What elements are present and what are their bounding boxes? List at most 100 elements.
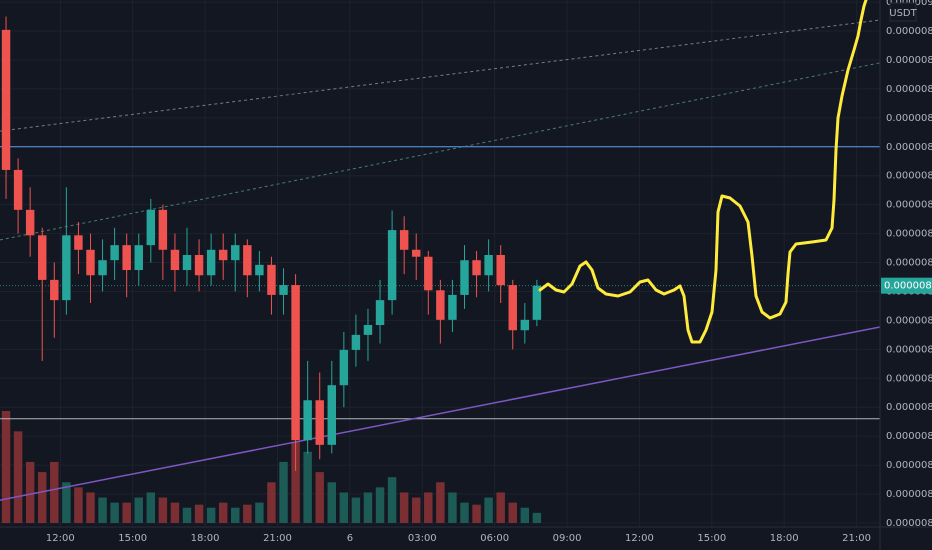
- volume-bar: [146, 492, 156, 523]
- candle-body: [279, 285, 288, 295]
- volume-bar: [231, 507, 240, 523]
- volume-bar: [134, 497, 143, 523]
- candle-body: [472, 260, 481, 276]
- volume-bar: [243, 504, 252, 523]
- candle-body: [74, 235, 83, 250]
- volume-bar: [86, 492, 95, 523]
- volume-bar: [375, 487, 385, 523]
- x-tick-label: 15:00: [697, 533, 726, 544]
- candle-body: [351, 334, 361, 350]
- candle-body: [496, 254, 505, 286]
- candle-body: [170, 249, 180, 271]
- x-tick-label: 21:00: [263, 533, 292, 544]
- y-tick-label: 0.00000825: [886, 431, 932, 442]
- candle-body: [508, 285, 517, 331]
- candle-body: [315, 400, 324, 445]
- volume-bar: [98, 497, 107, 523]
- candle-body: [194, 254, 204, 276]
- candle-body: [1, 29, 11, 170]
- y-tick-label: 0.00000830: [886, 402, 932, 413]
- candle-body: [255, 264, 264, 276]
- y-tick-label: 0.00000890: [886, 55, 932, 66]
- volume-bar: [412, 497, 421, 523]
- candle-body: [436, 290, 445, 320]
- candle-body: [484, 254, 493, 276]
- volume-bar: [182, 507, 192, 523]
- volume-bar: [38, 472, 47, 523]
- volume-bar: [267, 482, 276, 523]
- candle-body: [158, 209, 168, 250]
- volume-bar: [218, 502, 228, 523]
- drawings: [0, 19, 881, 501]
- volume-bar: [206, 507, 216, 523]
- volume-bar: [122, 502, 131, 523]
- last-price-box: [881, 277, 932, 294]
- x-tick-label: 18:00: [191, 533, 220, 544]
- volume-bar: [13, 431, 23, 523]
- volume-bar: [74, 487, 83, 523]
- x-tick-label: 06:00: [480, 533, 509, 544]
- volume-bar: [315, 472, 324, 523]
- candle-body: [243, 245, 252, 276]
- x-tick-label: 03:00: [408, 533, 437, 544]
- volume-bar: [279, 461, 288, 523]
- candles: [1, 16, 542, 471]
- grid: [0, 0, 880, 527]
- y-tick-label: 0.00000810: [886, 518, 932, 529]
- volume-bar: [170, 502, 180, 523]
- volume-bar: [255, 502, 264, 523]
- currency-box: [889, 2, 917, 22]
- volume: [1, 411, 542, 523]
- volume-bar: [291, 441, 300, 523]
- candle-body: [363, 325, 373, 335]
- candle-body: [25, 209, 35, 236]
- x-tick-label: 18:00: [770, 533, 799, 544]
- volume-bar: [339, 492, 349, 523]
- volume-bar: [520, 507, 530, 523]
- volume-bar: [424, 492, 433, 523]
- y-tick-label: 0.00000855: [886, 258, 932, 269]
- candle-body: [218, 249, 228, 261]
- candle-body: [98, 260, 107, 276]
- y-tick-label: 0.00000835: [886, 373, 932, 384]
- candle-body: [267, 264, 276, 295]
- volume-bar: [460, 502, 469, 523]
- x-tick-label: 09:00: [553, 533, 582, 544]
- volume-bar: [25, 461, 35, 523]
- candle-body: [520, 319, 530, 331]
- candle-body: [206, 249, 216, 276]
- candle-body: [38, 235, 47, 280]
- y-tick-label: 0.00000875: [886, 142, 932, 153]
- volume-bar: [158, 497, 168, 523]
- volume-bar: [532, 512, 542, 523]
- candle-body: [13, 169, 23, 210]
- volume-bar: [351, 497, 361, 523]
- volume-bar: [484, 497, 493, 523]
- candle-body: [460, 260, 469, 295]
- candle-body: [122, 245, 131, 271]
- candle-body: [291, 285, 300, 441]
- y-tick-label: 0.00000820: [886, 460, 932, 471]
- x-tick-label: 12:00: [46, 533, 75, 544]
- volume-bar: [1, 411, 11, 523]
- y-tick-label: 0.00000870: [886, 171, 932, 182]
- candle-body: [327, 385, 337, 445]
- y-tick-label: 0.00000865: [886, 200, 932, 211]
- volume-bar: [508, 502, 517, 523]
- trend-line: [0, 326, 881, 501]
- y-tick-label: 0.00000860: [886, 229, 932, 240]
- y-tick-label: 0.00000840: [886, 344, 932, 355]
- volume-bar: [399, 492, 409, 523]
- candle-body: [424, 256, 433, 291]
- candle-body: [50, 279, 59, 301]
- candle-body: [375, 300, 385, 326]
- volume-bar: [496, 492, 505, 523]
- y-tick-label: 0.00000880: [886, 113, 932, 124]
- y-tick-label: 0.00000815: [886, 489, 932, 500]
- candle-body: [62, 235, 71, 301]
- volume-bar: [50, 461, 59, 523]
- last-price-label: 0.00000851: [884, 281, 932, 292]
- volume-bar: [303, 451, 312, 523]
